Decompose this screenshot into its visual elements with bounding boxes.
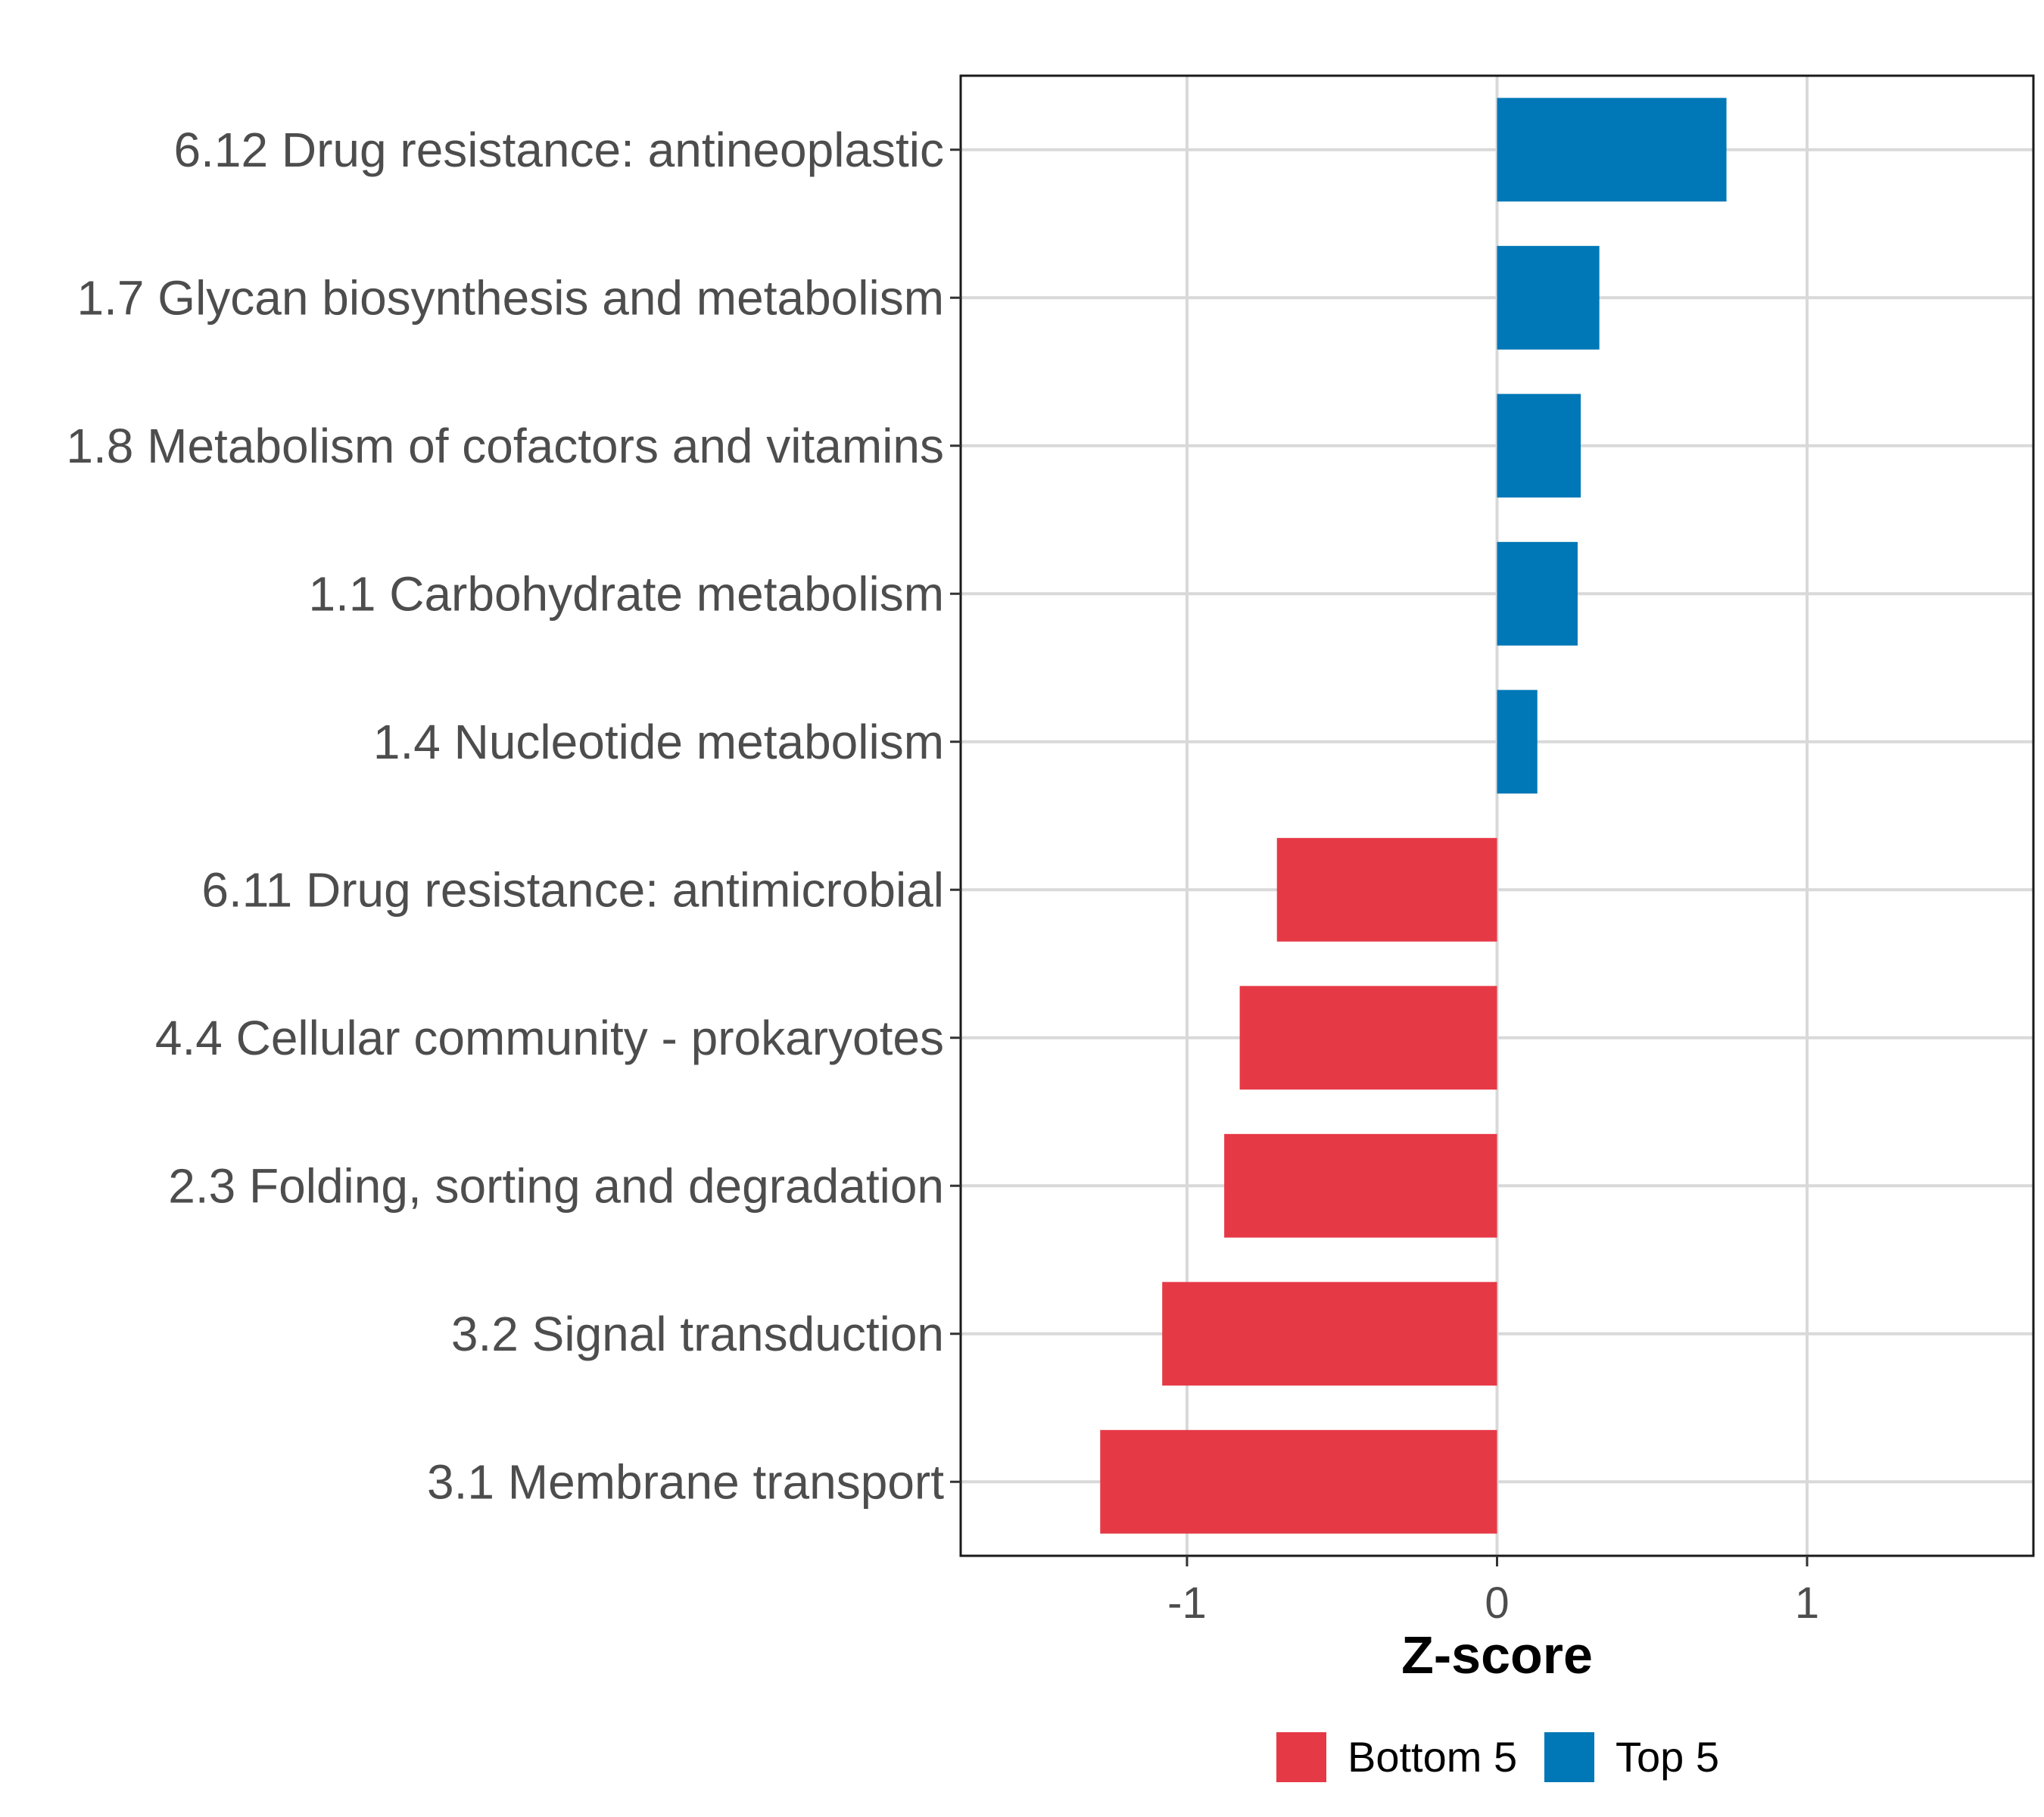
category-label: 6.12 Drug resistance: antineoplastic bbox=[174, 123, 944, 177]
legend: Bottom 5 Top 5 bbox=[1276, 1732, 1719, 1782]
category-label: 1.7 Glycan biosynthesis and metabolism bbox=[77, 270, 944, 325]
legend-label: Top 5 bbox=[1616, 1733, 1719, 1781]
bars bbox=[1100, 98, 1727, 1534]
category-label: 1.4 Nucleotide metabolism bbox=[373, 715, 944, 769]
bar-bottom-8 bbox=[1224, 1133, 1497, 1238]
bar-bottom-7 bbox=[1239, 986, 1497, 1090]
x-axis-title: Z-score bbox=[1401, 1625, 1593, 1685]
bar-top-4 bbox=[1497, 541, 1578, 646]
x-tick-label: -1 bbox=[1167, 1579, 1207, 1628]
legend-label: Bottom 5 bbox=[1348, 1733, 1517, 1781]
bar-top-5 bbox=[1497, 690, 1538, 794]
category-label: 2.3 Folding, sorting and degradation bbox=[168, 1158, 944, 1213]
bar-bottom-6 bbox=[1276, 837, 1497, 942]
x-tick-label: 1 bbox=[1795, 1579, 1819, 1628]
y-axis: 6.12 Drug resistance: antineoplastic 1.7 … bbox=[66, 123, 961, 1509]
category-label: 1.1 Carbohydrate metabolism bbox=[308, 566, 944, 621]
bar-bottom-9 bbox=[1162, 1282, 1497, 1386]
legend-key-top-5 bbox=[1544, 1732, 1594, 1782]
x-tick-label: 0 bbox=[1485, 1579, 1509, 1628]
legend-key-bottom-5 bbox=[1276, 1732, 1326, 1782]
category-label: 6.11 Drug resistance: antimicrobial bbox=[201, 862, 944, 917]
bar-top-3 bbox=[1497, 394, 1581, 498]
category-label: 4.4 Cellular community - prokaryotes bbox=[155, 1011, 944, 1065]
bar-bottom-10 bbox=[1100, 1429, 1497, 1534]
category-label: 3.2 Signal transduction bbox=[451, 1307, 944, 1361]
category-label: 1.8 Metabolism of cofactors and vitamins bbox=[66, 419, 944, 473]
category-label: 3.1 Membrane transport bbox=[427, 1454, 944, 1509]
bar-top-2 bbox=[1497, 245, 1600, 350]
x-axis: -1 0 1 bbox=[1167, 1556, 1819, 1628]
bar-top-1 bbox=[1497, 98, 1727, 202]
